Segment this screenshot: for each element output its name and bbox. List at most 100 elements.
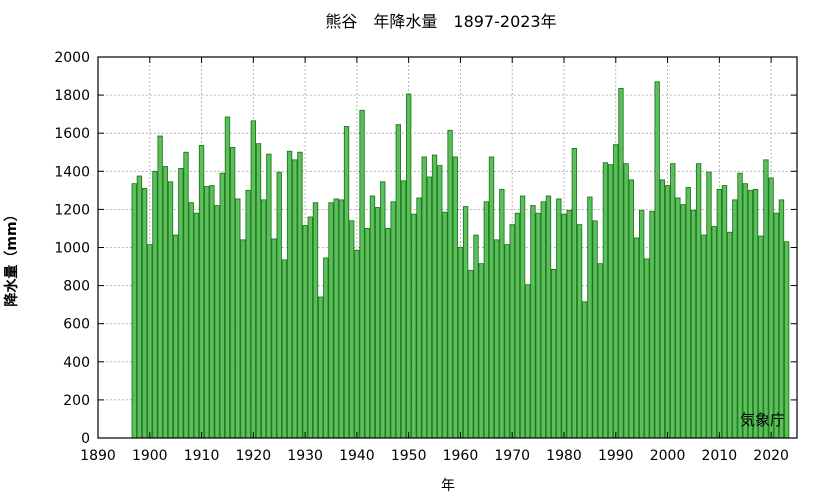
bar-1921 bbox=[255, 143, 262, 439]
x-axis-label: 年 bbox=[441, 478, 455, 494]
bar-1965 bbox=[483, 201, 490, 439]
bar-1946 bbox=[385, 227, 391, 439]
bar-1901 bbox=[152, 170, 158, 439]
bar-1982 bbox=[571, 147, 578, 439]
x-tick-label: 2020 bbox=[753, 448, 789, 464]
x-tick-label: 1910 bbox=[184, 448, 220, 464]
bar-1918 bbox=[240, 239, 246, 439]
bar-1955 bbox=[431, 154, 438, 439]
bar-1948 bbox=[395, 124, 401, 439]
bar-2020 bbox=[768, 177, 774, 439]
bar-2021 bbox=[773, 212, 779, 439]
bar-1981 bbox=[566, 209, 572, 439]
bar-1924 bbox=[271, 238, 277, 439]
bar-1930 bbox=[302, 225, 308, 439]
y-tick-label: 1800 bbox=[54, 88, 90, 104]
bar-2012 bbox=[727, 231, 733, 439]
x-tick-label: 1900 bbox=[132, 448, 168, 464]
bar-1936 bbox=[333, 198, 339, 439]
bar-1988 bbox=[602, 162, 609, 439]
bar-1968 bbox=[499, 188, 505, 439]
bar-1984 bbox=[582, 301, 588, 439]
bar-1934 bbox=[323, 257, 329, 439]
bar-1967 bbox=[494, 239, 500, 439]
bar-2013 bbox=[732, 199, 738, 439]
bar-1959 bbox=[452, 156, 458, 439]
y-axis-ticks: 0 200 400 600 800 1000 1200 1400 1600 1800 2000 bbox=[54, 50, 797, 447]
bar-1905 bbox=[172, 234, 179, 439]
bar-1933 bbox=[317, 296, 324, 439]
bar-1983 bbox=[576, 224, 583, 439]
bar-1913 bbox=[214, 205, 220, 439]
bar-2001 bbox=[670, 163, 676, 439]
bar-1940 bbox=[354, 249, 360, 439]
bar-2015 bbox=[742, 183, 748, 439]
x-tick-label: 2000 bbox=[650, 448, 686, 464]
bar-1998 bbox=[654, 81, 660, 439]
x-axis-ticks: 1890 1900 1910 1920 1930 1940 1950 1960 1970 1980… bbox=[80, 57, 789, 464]
bar-1954 bbox=[426, 176, 433, 439]
bar-1996 bbox=[644, 258, 650, 439]
bar-2006 bbox=[695, 163, 702, 439]
bar-1938 bbox=[343, 126, 350, 439]
bar-1978 bbox=[550, 268, 557, 439]
chart-title: 熊谷 年降水量 1897-2023年 bbox=[325, 12, 556, 31]
bar-1908 bbox=[188, 202, 194, 439]
bar-1987 bbox=[597, 263, 603, 439]
bar-1966 bbox=[488, 156, 495, 439]
bar-1976 bbox=[540, 201, 546, 439]
bar-1916 bbox=[229, 147, 236, 439]
y-tick-label: 1200 bbox=[54, 202, 90, 218]
bar-1958 bbox=[447, 129, 453, 439]
bar-1906 bbox=[178, 167, 184, 439]
bar-2022 bbox=[778, 199, 785, 439]
bar-1979 bbox=[556, 198, 562, 439]
bar-2007 bbox=[701, 234, 707, 439]
bar-1911 bbox=[204, 186, 210, 439]
bar-1970 bbox=[509, 224, 515, 439]
bar-2017 bbox=[752, 188, 759, 439]
bar-1932 bbox=[312, 202, 319, 439]
bar-1915 bbox=[224, 116, 231, 439]
x-tick-label: 1920 bbox=[236, 448, 272, 464]
bar-1904 bbox=[167, 181, 174, 439]
bar-1985 bbox=[587, 196, 593, 439]
y-tick-label: 2000 bbox=[54, 50, 90, 66]
bar-1944 bbox=[374, 207, 381, 439]
x-tick-label: 2010 bbox=[702, 448, 738, 464]
bar-1962 bbox=[468, 269, 474, 439]
bar-1971 bbox=[514, 212, 521, 439]
bar-1909 bbox=[193, 212, 200, 439]
bar-2019 bbox=[763, 159, 769, 439]
bar-1957 bbox=[442, 211, 448, 439]
bar-1926 bbox=[281, 259, 288, 439]
credit-label: 気象庁 bbox=[740, 411, 785, 429]
x-tick-label: 1930 bbox=[287, 448, 323, 464]
bar-2003 bbox=[680, 204, 686, 439]
bar-1999 bbox=[659, 179, 666, 439]
bar-1912 bbox=[209, 185, 215, 439]
bar-1964 bbox=[478, 263, 484, 439]
bar-1897 bbox=[131, 183, 137, 439]
x-tick-label: 1890 bbox=[80, 448, 116, 464]
bar-1902 bbox=[157, 135, 163, 439]
bar-1947 bbox=[390, 201, 396, 439]
bar-1990 bbox=[613, 144, 619, 439]
bar-1986 bbox=[592, 220, 598, 439]
bar-1975 bbox=[535, 212, 541, 439]
bar-1923 bbox=[266, 153, 272, 439]
bar-1952 bbox=[416, 197, 422, 439]
bar-1941 bbox=[359, 109, 365, 439]
bar-1992 bbox=[623, 163, 629, 439]
bar-1989 bbox=[607, 164, 614, 439]
bar-1917 bbox=[235, 198, 241, 439]
bar-1993 bbox=[628, 179, 634, 439]
bar-2004 bbox=[685, 187, 691, 439]
bar-1939 bbox=[349, 220, 355, 439]
bar-1943 bbox=[369, 195, 376, 439]
bar-1900 bbox=[147, 244, 153, 439]
bar-1951 bbox=[411, 213, 417, 439]
x-tick-label: 1960 bbox=[443, 448, 479, 464]
bar-1980 bbox=[561, 213, 567, 439]
